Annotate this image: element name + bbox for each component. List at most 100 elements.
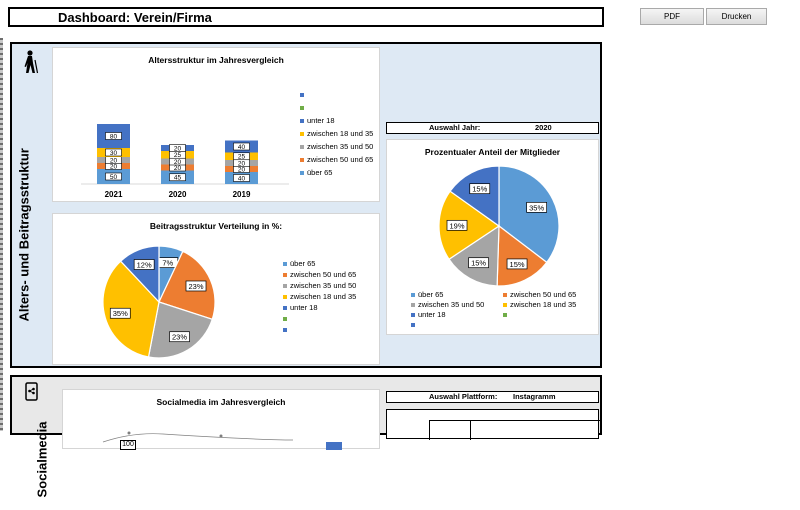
member-chart-title: Prozentualer Anteil der Mitglieder [424,147,561,157]
row-header-strip [0,38,3,431]
member-share-chart: Prozentualer Anteil der Mitglieder 35% 15… [386,139,599,335]
bar-label-box [233,152,250,161]
bar-label-box [233,174,250,182]
bar-label-box [169,173,186,182]
print-button[interactable]: Drucken [706,8,767,25]
legend-label: zwischen 18 und 35 [307,129,374,138]
pie-data-label: 23% [188,282,203,291]
legend-label: zwischen 35 und 50 [290,281,357,290]
socialmedia-chart: Socialmedia im Jahresvergleich 100 [62,389,380,450]
pie-slice-zwischen-18-und-35 [438,190,501,261]
legend-label: zwischen 18 und 35 [510,300,577,309]
pie-label-box [469,183,491,195]
pie-label-box [133,259,155,270]
fee_pie-legend-item: zwischen 35 und 50 [283,281,356,290]
bar-label-box [233,142,250,151]
pie-data-label: 35% [113,309,128,318]
fee_pie-legend-item: zwischen 50 und 65 [283,270,356,279]
pie-data-label: 35% [529,203,544,212]
x-tick-2019: 2019 [233,190,251,199]
bar-label-box [105,148,122,157]
pie-data-label: 12% [137,261,152,270]
pie-label-box [446,219,468,231]
pie-slice-ueber-65 [498,165,560,264]
elderly-person-icon [24,50,39,74]
fee_pie-legend-item [283,325,290,334]
member_pie-legend-item [411,320,418,329]
legend-label: über 65 [307,168,333,177]
pie-label-box [468,257,489,269]
member_pie-legend-item: zwischen 18 und 35 [503,300,576,309]
legend-label: unter 18 [290,303,318,312]
platform-selection-label: Auswahl Plattform: [429,392,498,401]
pdf-button[interactable]: PDF [640,8,704,25]
bar-label-box [105,172,122,181]
member_pie-legend-item: über 65 [411,290,443,299]
platform-table [386,409,600,440]
year-selection-value: 2020 [535,123,552,132]
legend-label: zwischen 35 und 50 [418,300,485,309]
pie-data-label: 15% [471,259,486,268]
legend-label: zwischen 35 und 50 [307,142,374,151]
pie-data-label: 23% [172,333,187,342]
pie-data-label: 15% [472,185,487,194]
pie-slice-zwischen-35-und-50 [448,224,500,287]
age-legend-item: zwischen 50 und 65 [300,155,373,164]
legend-label: über 65 [290,259,316,268]
legend-label: zwischen 50 und 65 [510,290,577,299]
pie-slice-zwischen-18-und-35 [102,260,160,358]
age-legend-item: zwischen 35 und 50 [300,142,373,151]
bar-data-label: 30 [110,150,118,157]
bar-label-box [105,132,122,140]
legend-label: zwischen 50 und 65 [290,270,357,279]
pie-data-label: 7% [162,259,173,268]
socialmedia-panel: Socialmedia Socialmedia im Jahresverglei… [10,375,602,497]
platform-selection[interactable]: Auswahl Plattform: Instagramm [386,391,599,403]
bar-label-box [169,144,186,152]
bar-data-label: 25 [174,152,182,159]
pie-label-box [506,258,528,270]
bar-data-label: 20 [110,163,118,170]
fee_pie-legend-item: über 65 [283,259,315,268]
bar-data-label: 80 [110,133,118,140]
bar-data-label: 20 [110,157,118,164]
age-fee-panel: Alters- und Beitragsstruktur Altersstruk… [10,42,602,368]
x-tick-2020: 2020 [169,190,187,199]
x-tick-2021: 2021 [105,190,123,199]
pie-data-label: 19% [449,221,464,230]
member_pie-legend-item: unter 18 [411,310,446,319]
year-selection[interactable]: Auswahl Jahr: 2020 [386,122,599,134]
member_pie-legend-item: zwischen 50 und 65 [503,290,576,299]
bar-data-label: 40 [238,175,246,182]
legend-label: unter 18 [307,116,335,125]
fee_pie-legend-item [283,314,290,323]
legend-label: unter 18 [418,310,446,319]
page-title: Dashboard: Verein/Firma [8,7,604,27]
age-chart-title: Altersstruktur im Jahresvergleich [148,55,284,65]
bar-data-label: 20 [174,145,182,152]
bar-data-label: 25 [238,154,246,161]
member_pie-legend-item: zwischen 35 und 50 [411,300,484,309]
fee_pie-legend-item: zwischen 18 und 35 [283,292,356,301]
age-legend-item [300,103,307,112]
pie-label-box [109,307,131,319]
age-structure-chart: Altersstruktur im Jahresvergleich 50 20 20… [52,47,380,202]
pie-slice-unter-18 [449,165,500,228]
age-legend-item: unter 18 [300,116,335,125]
member_pie-legend-item [503,310,510,319]
fee-chart-title: Beitragsstruktur Verteilung in %: [149,221,283,231]
fee_pie-legend-item: unter 18 [283,303,318,312]
pie-slice-zwischen-35-und-50 [147,301,214,359]
age-legend-item: über 65 [300,168,332,177]
section-title-age-fee: Alters- und Beitragsstruktur [16,148,32,322]
social-data-label: 100 [120,440,136,450]
bar-data-label: 45 [174,175,182,182]
year-selection-label: Auswahl Jahr: [429,123,481,132]
smartphone-icon [25,382,38,401]
age-legend-item: zwischen 18 und 35 [300,129,373,138]
bar-data-label: 40 [238,144,246,151]
pie-label-box [526,201,547,213]
fee-structure-chart: Beitragsstruktur Verteilung in %: 7% 23% 2… [52,213,380,365]
section-title-socialmedia: Socialmedia [34,421,50,498]
bar-data-label: 50 [110,174,118,181]
